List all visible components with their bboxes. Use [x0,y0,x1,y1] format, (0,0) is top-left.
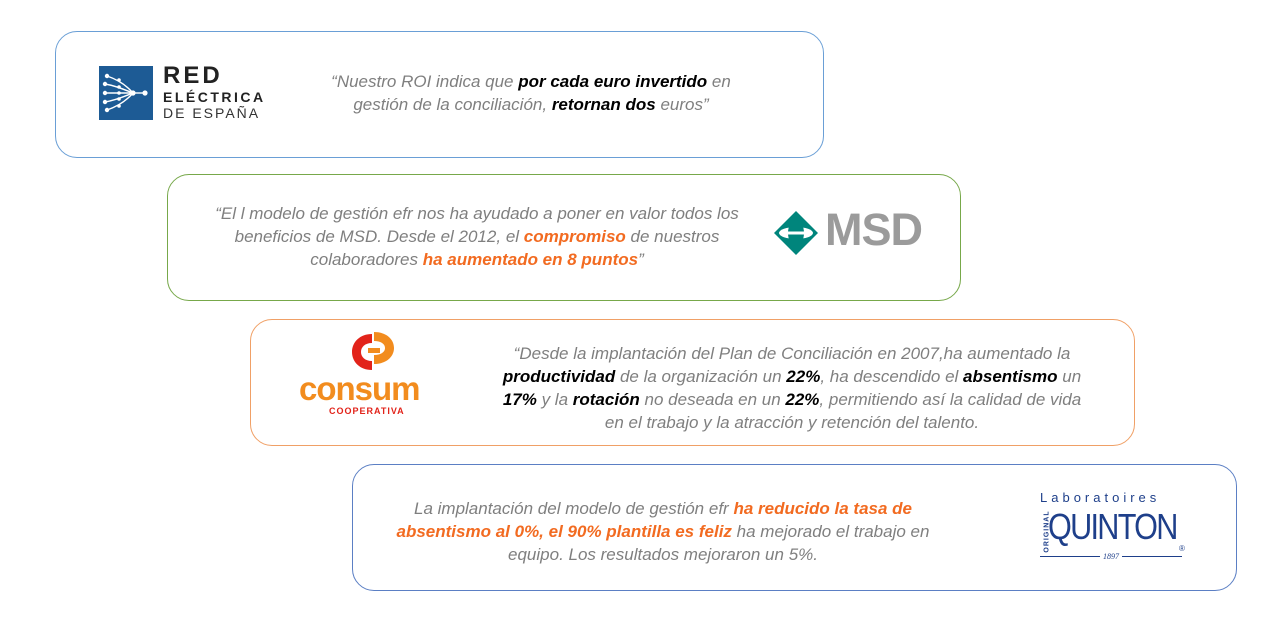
quote-highlight: 22% [786,367,821,386]
testimonial-quote: “El l modelo de gestión efr nos ha ayuda… [182,202,772,271]
msd-logo: MSD [773,204,933,258]
logo-line-espana: DE ESPAÑA [163,105,261,121]
quote-text: “Desde la implantación del Plan de Conci… [513,344,1071,363]
quote-text: no deseada en un [639,390,786,409]
quote-highlight: productividad [502,367,616,386]
quinton-year: 1897 [1100,552,1122,561]
quote-highlight: compromiso [523,227,626,246]
quote-highlight: 22% [785,390,820,409]
logo-line-electrica: ELÉCTRICA [163,89,266,105]
quote-text: en gestión de la conciliación, [353,72,731,114]
testimonial-card-red-electrica: RED ELÉCTRICA DE ESPAÑA “Nuestro ROI ind… [55,31,824,158]
quote-highlight: por cada euro invertido [518,72,708,91]
consum-subtitle: COOPERATIVA [329,406,405,416]
quote-text: , permitiendo así la calidad de vida en … [604,390,1082,432]
quote-text: y la [536,390,573,409]
quote-highlight: rotación [572,390,640,409]
red-electrica-logo: RED ELÉCTRICA DE ESPAÑA [99,62,284,124]
quote-highlight: ha reducido la tasa de absentismo al 0%,… [396,499,912,541]
quote-text: “El l modelo de gestión efr nos ha ayuda… [215,204,739,246]
testimonial-card-msd: “El l modelo de gestión efr nos ha ayuda… [167,174,961,301]
testimonial-card-quinton: La implantación del modelo de gestión ef… [352,464,1237,591]
quote-highlight: retornan dos [551,95,656,114]
quinton-wordmark: QUINTON [1048,506,1178,547]
quote-text: ” [638,250,644,269]
consum-wordmark: consum [299,370,421,407]
quote-text: , ha descendido el [820,367,964,386]
quote-text: La implantación del modelo de gestión ef… [414,499,734,518]
consum-logo: consum COOPERATIVA [299,330,449,420]
logo-line-red: RED [163,62,223,89]
quote-highlight: 17% [502,390,537,409]
msd-wordmark: MSD [825,204,923,255]
quote-text: “Nuestro ROI indica que [331,72,519,91]
quote-highlight: ha aumentado en 8 puntos [422,250,639,269]
quote-text: un [1057,367,1082,386]
red-electrica-network-icon [99,66,153,120]
quinton-top-text: Laboratoires [1040,490,1161,505]
msd-emblem-icon [774,211,818,255]
quote-text: euros” [655,95,709,114]
testimonial-quote: La implantación del modelo de gestión ef… [373,497,953,566]
testimonial-card-consum: consum COOPERATIVA “Desde la implantació… [250,319,1135,446]
quote-text: ha mejorado el trabajo en equipo. Los re… [508,522,930,564]
testimonial-quote: “Nuestro ROI indica que por cada euro in… [306,70,756,116]
consum-emblem-icon [352,332,394,370]
quote-highlight: absentismo [963,367,1058,386]
quote-text: de nuestros colaboradores [310,227,720,269]
quinton-logo: Laboratoires ORIGINAL QUINTON ® 1897 [1038,490,1198,565]
testimonial-quote: “Desde la implantación del Plan de Conci… [492,342,1092,434]
quinton-registered-icon: ® [1179,544,1185,553]
quote-text: de la organización un [615,367,787,386]
